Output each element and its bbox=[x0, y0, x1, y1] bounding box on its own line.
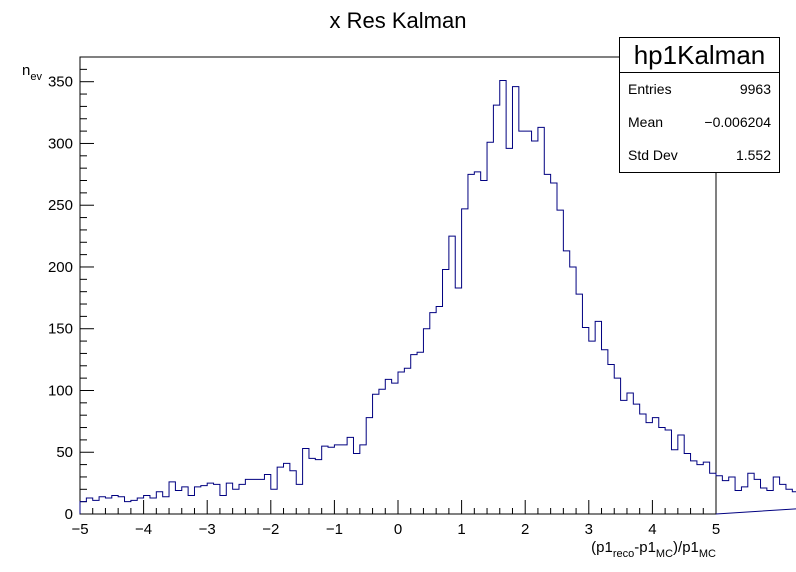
x-tick-label: 2 bbox=[521, 521, 529, 538]
y-axis-label: nev​ bbox=[22, 62, 42, 83]
mean-label: Mean bbox=[628, 106, 663, 139]
stddev-label: Std Dev bbox=[628, 139, 678, 172]
y-axis: 0 50 100 150 200 250 300 350 bbox=[48, 57, 94, 523]
stats-mean-row: Mean −0.006204 bbox=[620, 106, 779, 139]
y-tick-label: 200 bbox=[48, 259, 73, 276]
x-axis-label: (p1reco​-p1MC​)/p1MC​ bbox=[591, 539, 716, 560]
y-tick-label: 300 bbox=[48, 135, 73, 152]
y-tick-label: 150 bbox=[48, 321, 73, 338]
entries-value: 9963 bbox=[740, 73, 771, 106]
x-tick-label: 0 bbox=[394, 521, 402, 538]
stats-entries-row: Entries 9963 bbox=[620, 73, 779, 106]
x-tick-label: 5 bbox=[712, 521, 720, 538]
stats-box: hp1Kalman Entries 9963 Mean −0.006204 St… bbox=[619, 37, 780, 173]
y-tick-label: 100 bbox=[48, 382, 73, 399]
y-tick-label: 0 bbox=[65, 506, 73, 523]
x-tick-label: −1 bbox=[326, 521, 343, 538]
stats-title: hp1Kalman bbox=[620, 38, 779, 73]
x-tick-label: 4 bbox=[648, 521, 656, 538]
x-tick-label: −3 bbox=[199, 521, 216, 538]
y-tick-label: 50 bbox=[56, 444, 73, 461]
x-tick-label: 3 bbox=[585, 521, 593, 538]
x-tick-label: −4 bbox=[135, 521, 152, 538]
stddev-value: 1.552 bbox=[736, 139, 771, 172]
x-axis: −5 −4 −3 −2 −1 0 1 2 3 4 5 bbox=[71, 500, 720, 538]
x-tick-label: −2 bbox=[262, 521, 279, 538]
mean-value: −0.006204 bbox=[704, 106, 771, 139]
y-tick-label: 350 bbox=[48, 74, 73, 91]
entries-label: Entries bbox=[628, 73, 672, 106]
x-tick-label: 1 bbox=[457, 521, 465, 538]
stats-stddev-row: Std Dev 1.552 bbox=[620, 139, 779, 172]
x-tick-label: −5 bbox=[71, 521, 88, 538]
y-tick-label: 250 bbox=[48, 197, 73, 214]
